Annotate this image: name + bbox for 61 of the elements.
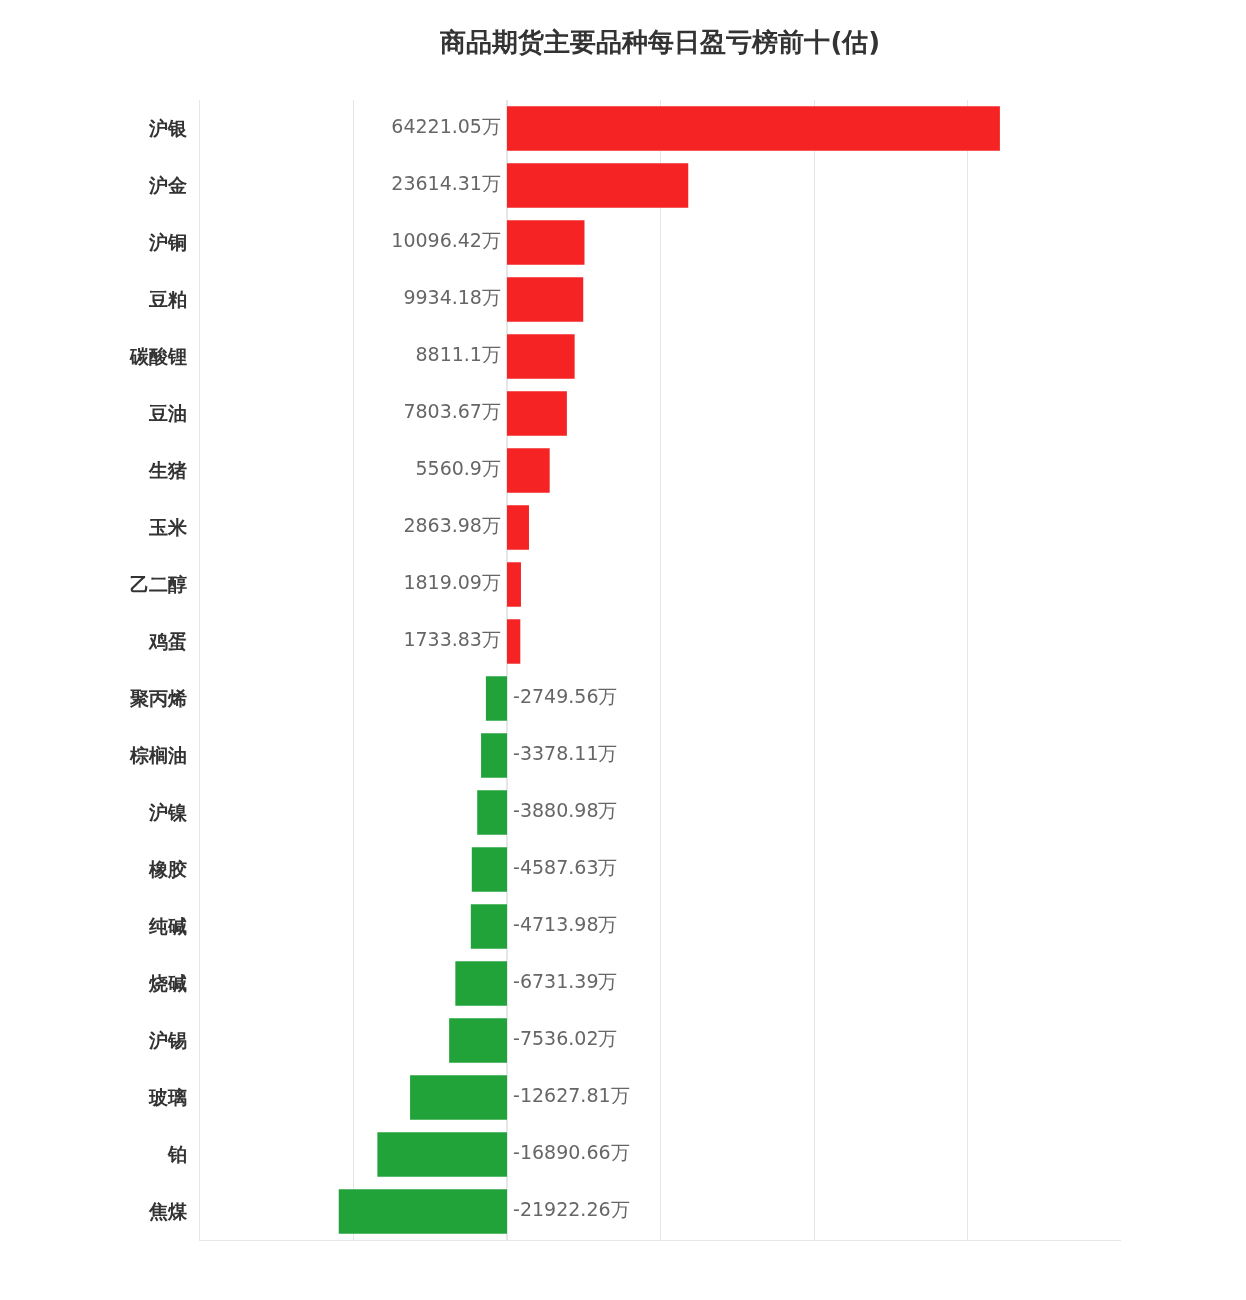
data-label: 10096.42万 xyxy=(385,229,507,252)
data-label: 2863.98万 xyxy=(397,514,507,537)
bar xyxy=(481,733,507,778)
y-tick-label: 玻璃 xyxy=(148,1086,188,1109)
bar xyxy=(377,1132,507,1177)
data-label: -12627.81万 xyxy=(507,1084,636,1107)
bar xyxy=(507,619,521,664)
data-label: 23614.31万 xyxy=(385,172,507,195)
y-tick-label: 聚丙烯 xyxy=(129,687,188,710)
data-label: -4713.98万 xyxy=(507,913,624,936)
y-tick-label: 橡胶 xyxy=(148,858,188,881)
y-tick-label: 沪金 xyxy=(148,174,188,197)
data-label: -6731.39万 xyxy=(507,970,624,993)
y-tick-label: 沪锡 xyxy=(148,1029,188,1052)
data-label: 7803.67万 xyxy=(397,400,507,423)
y-tick-label: 鸡蛋 xyxy=(148,630,188,653)
y-tick-label: 纯碱 xyxy=(148,915,188,938)
data-label: -7536.02万 xyxy=(507,1027,624,1050)
bar xyxy=(507,163,689,208)
data-label: 1819.09万 xyxy=(397,571,507,594)
y-tick-label: 沪银 xyxy=(148,117,189,140)
data-label: -3378.11万 xyxy=(507,742,624,765)
y-tick-label: 乙二醇 xyxy=(130,573,188,596)
bar xyxy=(507,220,585,265)
data-label: 1733.83万 xyxy=(397,628,507,651)
bar xyxy=(485,676,507,721)
bar xyxy=(470,904,507,949)
bar xyxy=(338,1189,507,1234)
data-label: -16890.66万 xyxy=(507,1141,636,1164)
bar xyxy=(507,334,575,379)
bar xyxy=(507,448,550,493)
data-label: 9934.18万 xyxy=(397,286,507,309)
data-label: -3880.98万 xyxy=(507,799,624,822)
bar xyxy=(507,505,529,550)
y-tick-label: 焦煤 xyxy=(148,1200,189,1223)
y-tick-label: 玉米 xyxy=(148,516,189,539)
y-tick-label: 棕榈油 xyxy=(129,744,188,767)
bar xyxy=(449,1018,507,1063)
bar xyxy=(471,847,507,892)
y-tick-label: 豆油 xyxy=(148,402,188,425)
bar xyxy=(507,277,584,322)
y-tick-label: 铂 xyxy=(167,1143,188,1166)
y-tick-label: 生猪 xyxy=(148,459,188,482)
y-tick-label: 豆粕 xyxy=(148,288,188,311)
data-label: -4587.63万 xyxy=(507,856,624,879)
y-tick-label: 沪铜 xyxy=(148,231,188,254)
data-label: 8811.1万 xyxy=(409,343,507,366)
data-label: -2749.56万 xyxy=(507,685,624,708)
y-tick-label: 沪镍 xyxy=(148,801,189,824)
bar xyxy=(507,391,567,436)
data-label: -21922.26万 xyxy=(507,1198,636,1221)
bar xyxy=(507,106,1000,151)
data-label: 5560.9万 xyxy=(409,457,507,480)
y-tick-label: 烧碱 xyxy=(148,972,188,995)
chart-title: 商品期货主要品种每日盈亏榜前十(估) xyxy=(439,26,881,57)
y-tick-label: 碳酸锂 xyxy=(129,345,188,368)
bar xyxy=(477,790,507,835)
bar xyxy=(410,1075,507,1120)
bar xyxy=(507,562,521,607)
bar xyxy=(455,961,507,1006)
data-label: 64221.05万 xyxy=(385,115,507,138)
